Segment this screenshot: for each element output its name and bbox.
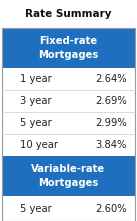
FancyBboxPatch shape	[2, 112, 135, 134]
FancyBboxPatch shape	[2, 196, 135, 221]
FancyBboxPatch shape	[2, 134, 135, 156]
Text: Fixed-rate
Mortgages: Fixed-rate Mortgages	[38, 36, 99, 60]
Text: 5 year: 5 year	[20, 118, 52, 128]
FancyBboxPatch shape	[2, 90, 135, 112]
Text: 1 year: 1 year	[20, 74, 52, 84]
FancyBboxPatch shape	[2, 156, 135, 196]
FancyBboxPatch shape	[2, 28, 135, 68]
Text: 2.99%: 2.99%	[95, 118, 127, 128]
Text: Variable-rate
Mortgages: Variable-rate Mortgages	[31, 164, 106, 188]
Text: 5 year: 5 year	[20, 204, 52, 214]
Text: 2.60%: 2.60%	[95, 204, 127, 214]
Text: 3.84%: 3.84%	[96, 140, 127, 150]
Text: 2.64%: 2.64%	[95, 74, 127, 84]
Text: 2.69%: 2.69%	[95, 96, 127, 106]
Text: 3 year: 3 year	[20, 96, 52, 106]
Text: 10 year: 10 year	[20, 140, 58, 150]
FancyBboxPatch shape	[2, 68, 135, 90]
Text: Rate Summary: Rate Summary	[25, 9, 112, 19]
